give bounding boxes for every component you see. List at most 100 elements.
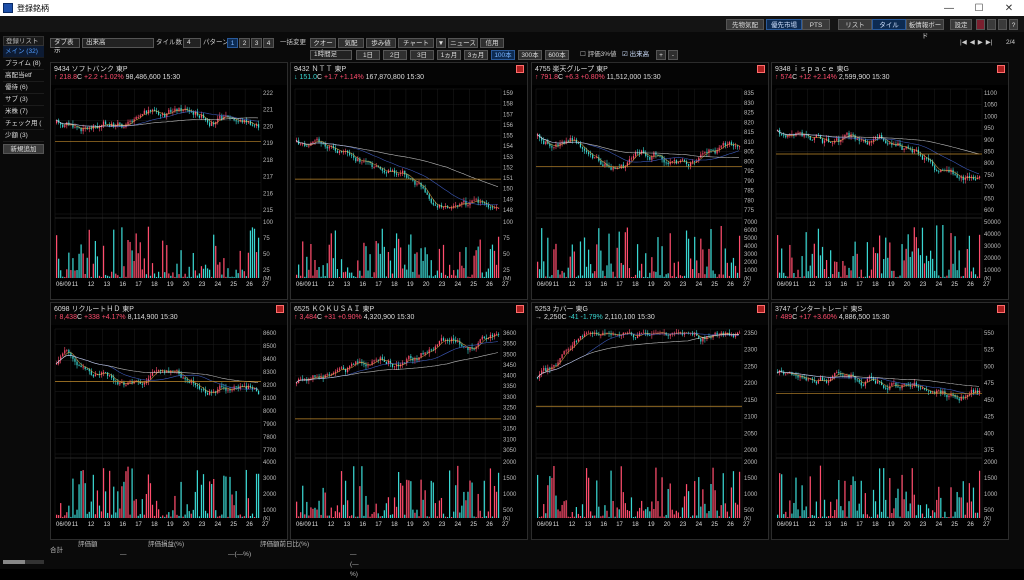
page-nav-button[interactable]: ◀: [969, 39, 975, 46]
sidebar-item[interactable]: メイン (32): [3, 46, 44, 58]
candlestick-chart[interactable]: 550525500475450425400375200015001000500(…: [772, 325, 1010, 541]
chart-tile[interactable]: 6525 ＫＯＫＵＳＡＩ 東P ↑ 3,484C +31 +0.90% 4,320…: [290, 302, 528, 540]
candle-body: [856, 139, 858, 140]
candle-body: [349, 152, 351, 155]
alert-icon[interactable]: [997, 65, 1005, 73]
candle-body: [545, 141, 547, 144]
period-tab[interactable]: 600本: [545, 50, 569, 60]
candle-body: [681, 159, 684, 161]
sidebar-item[interactable]: サブ (3): [3, 94, 44, 106]
list-view-button[interactable]: リスト: [838, 19, 872, 30]
tile-quote-line: ↑ 218.8C +2.2 +1.02% 98,486,600 15:30: [54, 74, 180, 81]
sidebar-item[interactable]: チェック用 (: [3, 118, 44, 130]
toolbar-button[interactable]: ニュース: [448, 38, 478, 48]
period-tab[interactable]: 1ヵ月: [437, 50, 461, 60]
period-tab[interactable]: 1日: [356, 50, 380, 60]
zoom-in-icon[interactable]: +: [656, 50, 666, 60]
volume-bar: [581, 275, 584, 278]
alert-icon[interactable]: [276, 305, 284, 313]
toolbar-button[interactable]: チャート: [398, 38, 434, 48]
tile-count-select[interactable]: 4: [183, 38, 201, 48]
tab-display-select[interactable]: タブ表示: [50, 38, 80, 54]
toolbar-button[interactable]: ▼: [436, 38, 446, 48]
price-tick-label: 810: [744, 140, 755, 146]
alert-icon[interactable]: [757, 65, 765, 73]
maximize-button[interactable]: ☐: [974, 2, 984, 14]
toolbar-button[interactable]: 信用: [480, 38, 504, 48]
tile-view-button[interactable]: タイル: [872, 19, 906, 30]
tile-quote-line: ↑ 3,484C +31 +0.90% 4,320,900 15:30: [294, 314, 414, 321]
candlestick-chart[interactable]: 1100105010009509008508007507006506005000…: [772, 85, 1010, 301]
candlestick-chart[interactable]: 3600355035003450340033503300325032003150…: [291, 325, 529, 541]
update-time: 15:30: [871, 314, 890, 321]
zoom-out-icon[interactable]: -: [668, 50, 678, 60]
volume-checkbox[interactable]: ☑ 出来高: [622, 51, 650, 58]
price-tick-label: 2050: [744, 431, 758, 437]
preferred-market-button[interactable]: 優先市場: [766, 19, 802, 30]
candlestick-chart[interactable]: 1591581571561551541531521511501491481007…: [291, 85, 529, 301]
volume-bar: [412, 509, 414, 518]
sidebar-scrollbar[interactable]: [3, 560, 44, 564]
candle-body: [610, 333, 612, 336]
candle-body: [559, 143, 561, 147]
help-icon[interactable]: ?: [1009, 19, 1018, 30]
sidebar-item[interactable]: 優待 (6): [3, 82, 44, 94]
volume-tick-label: 1000: [503, 492, 517, 498]
futures-quote-button[interactable]: 先物気配: [726, 19, 764, 30]
volume-bar: [239, 514, 241, 518]
candlestick-chart[interactable]: 2350230022502200215021002050200020001500…: [532, 325, 770, 541]
page-nav-button[interactable]: |◀: [960, 39, 967, 46]
period-tab[interactable]: 300本: [518, 50, 542, 60]
minimize-button[interactable]: —: [944, 2, 954, 14]
alert-icon[interactable]: [997, 305, 1005, 313]
volume-bar: [375, 503, 377, 518]
ratio-checkbox[interactable]: ☐ 評価3%値: [580, 51, 617, 58]
toolbar-button[interactable]: 気配: [338, 38, 364, 48]
page-nav-button[interactable]: ▶|: [985, 39, 993, 46]
interval-select[interactable]: 1時間足: [310, 50, 352, 60]
sidebar-item[interactable]: 少額 (3): [3, 130, 44, 142]
close-button[interactable]: ✕: [1004, 2, 1014, 14]
sidebar-item[interactable]: 高配当etf: [3, 70, 44, 82]
chart-tile[interactable]: 9432 ＮＴＴ 東P ↓ 151.0C +1.7 +1.14% 167,870,…: [290, 62, 528, 300]
grid-icon[interactable]: [998, 19, 1007, 30]
pattern-button[interactable]: 3: [251, 38, 262, 48]
period-tab[interactable]: 3ヵ月: [464, 50, 488, 60]
chart-tile[interactable]: 3747 インタートレード 東S ↑ 489C +17 +3.60% 4,886,…: [771, 302, 1009, 540]
pattern-button[interactable]: 1: [227, 38, 238, 48]
candlestick-chart[interactable]: 8600850084008300820081008000790078007700…: [51, 325, 289, 541]
pts-button[interactable]: PTS: [802, 19, 830, 30]
candlestick-chart[interactable]: 222221220219218217216215100755025(M)06/0…: [51, 85, 289, 301]
chart-tile[interactable]: 6098 リクルートＨＤ 東P ↑ 8,438C +338 +4.17% 8,11…: [50, 302, 288, 540]
board-button[interactable]: 板情報ボード: [906, 19, 944, 40]
toolbar-button[interactable]: 歩み値: [366, 38, 396, 48]
bulk-change-label[interactable]: 一括変更: [280, 39, 306, 46]
settings-button[interactable]: 設定: [950, 19, 972, 30]
volume-bar: [194, 491, 196, 518]
pattern-button[interactable]: 2: [239, 38, 250, 48]
volume-bar: [245, 469, 247, 518]
link-icon[interactable]: [976, 19, 985, 30]
volume-bar: [974, 512, 977, 518]
add-list-button[interactable]: 新規追加: [3, 144, 44, 154]
window-icon[interactable]: [987, 19, 996, 30]
volume-select[interactable]: 出来高: [82, 38, 154, 48]
sidebar-item[interactable]: プライム (8): [3, 58, 44, 70]
chart-tile[interactable]: 4755 楽天グループ 東P ↑ 791.8C +6.3 +0.80% 11,51…: [531, 62, 769, 300]
candle-body: [836, 372, 838, 373]
period-tab[interactable]: 3日: [410, 50, 434, 60]
sidebar-item[interactable]: 米株 (7): [3, 106, 44, 118]
pattern-button[interactable]: 4: [263, 38, 274, 48]
alert-icon[interactable]: [516, 65, 524, 73]
period-tab[interactable]: 100本: [491, 50, 515, 60]
chart-tile[interactable]: 5253 カバー 東G → 2,250C -41 -1.79% 2,110,100…: [531, 302, 769, 540]
candlestick-chart[interactable]: 8358308258208158108058007957907857807757…: [532, 85, 770, 301]
toolbar-button[interactable]: クオート: [310, 38, 336, 56]
chart-tile[interactable]: 9348 ｉｓｐａｃｅ 東G ↑ 574C +12 +2.14% 2,599,90…: [771, 62, 1009, 300]
chart-tile[interactable]: 9434 ソフトバンク 東P ↑ 218.8C +2.2 +1.02% 98,48…: [50, 62, 288, 300]
period-tab[interactable]: 2日: [383, 50, 407, 60]
scrollbar-thumb[interactable]: [3, 560, 25, 564]
page-nav-button[interactable]: ▶: [977, 39, 983, 46]
alert-icon[interactable]: [757, 305, 765, 313]
alert-icon[interactable]: [516, 305, 524, 313]
